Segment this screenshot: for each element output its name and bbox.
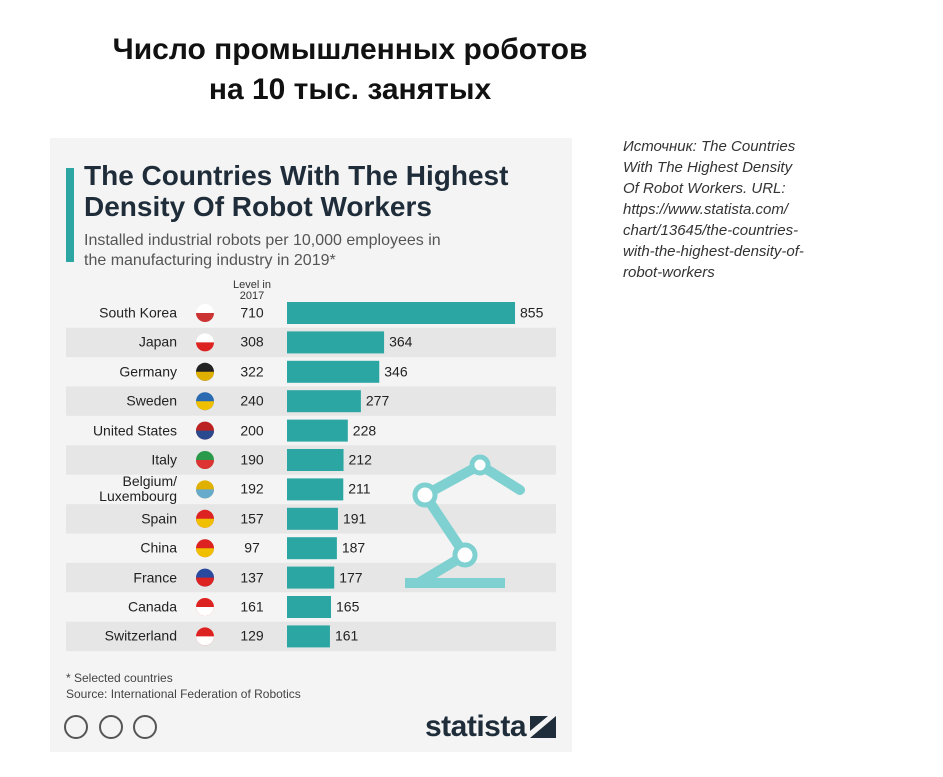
bar — [287, 478, 344, 501]
source-note: Источник: The Countries With The Highest… — [623, 138, 804, 281]
category-label: United States — [92, 422, 177, 439]
flag — [196, 607, 214, 616]
chart-subtitle: Installed industrial robots per 10,000 e… — [84, 232, 441, 269]
flag — [196, 489, 214, 499]
value-label: 364 — [389, 333, 413, 350]
chart-source: Source: International Federation of Robo… — [66, 687, 301, 701]
level-header: Level in 2017 — [233, 279, 271, 302]
level-2017: 129 — [240, 627, 264, 644]
value-label: 187 — [341, 539, 366, 556]
value-label: 191 — [342, 510, 367, 527]
level-2017: 137 — [240, 569, 264, 586]
level-2017: 322 — [240, 363, 264, 380]
category-label: Sweden — [126, 392, 177, 409]
brand: statista — [425, 710, 527, 743]
flag — [196, 577, 214, 587]
category-label: Switzerland — [104, 627, 177, 644]
level-2017: 200 — [240, 422, 264, 439]
category-label: Spain — [141, 510, 177, 527]
bar — [287, 566, 335, 589]
flag — [196, 401, 214, 411]
value-label: 346 — [384, 363, 408, 380]
level-2017: 308 — [240, 333, 264, 350]
category-label: Italy — [151, 451, 177, 468]
value-label: 212 — [348, 451, 372, 468]
level-2017: 192 — [240, 480, 264, 497]
license-icons — [64, 715, 157, 739]
category-label: China — [140, 539, 177, 556]
bar — [287, 625, 330, 648]
bar — [287, 419, 348, 442]
level-2017: 240 — [240, 392, 264, 409]
slide-title: Число промышленных роботов на 10 тыс. за… — [112, 33, 588, 106]
flag — [196, 371, 214, 381]
chart-title: The Countries With The Highest Density O… — [84, 160, 509, 222]
bar — [287, 449, 344, 471]
bar — [287, 302, 516, 324]
category-label: Belgium/ Luxembourg — [99, 473, 177, 505]
category-label: Germany — [119, 363, 177, 380]
value-label: 211 — [348, 480, 371, 497]
footnote: * Selected countries — [66, 671, 173, 685]
bar — [287, 331, 385, 354]
bar — [287, 596, 332, 618]
flag — [196, 313, 214, 322]
category-label: South Korea — [99, 304, 177, 321]
bar — [287, 390, 361, 413]
robot-arm — [405, 454, 525, 588]
bar — [287, 507, 338, 530]
flag — [196, 518, 214, 528]
flag — [196, 460, 214, 469]
value-label: 855 — [520, 304, 544, 321]
level-2017: 157 — [240, 510, 264, 527]
value-label: 161 — [334, 627, 359, 644]
value-label: 277 — [365, 392, 390, 409]
title-accent — [66, 168, 74, 262]
flag — [196, 636, 214, 646]
value-label: 165 — [336, 598, 360, 615]
level-2017: 710 — [240, 304, 264, 321]
value-label: 177 — [339, 569, 363, 586]
level-2017: 190 — [240, 451, 264, 468]
category-label: Canada — [127, 598, 177, 615]
flag — [196, 342, 214, 352]
level-2017: 97 — [244, 539, 260, 556]
rows — [66, 302, 556, 652]
brand-icon — [530, 716, 556, 738]
flag — [196, 430, 214, 440]
category-label: France — [133, 569, 177, 586]
value-label: 228 — [352, 422, 377, 439]
bar — [287, 537, 337, 560]
bar — [287, 360, 380, 383]
category-label: Japan — [138, 333, 177, 350]
level-2017: 161 — [240, 598, 264, 615]
flag — [196, 548, 214, 558]
